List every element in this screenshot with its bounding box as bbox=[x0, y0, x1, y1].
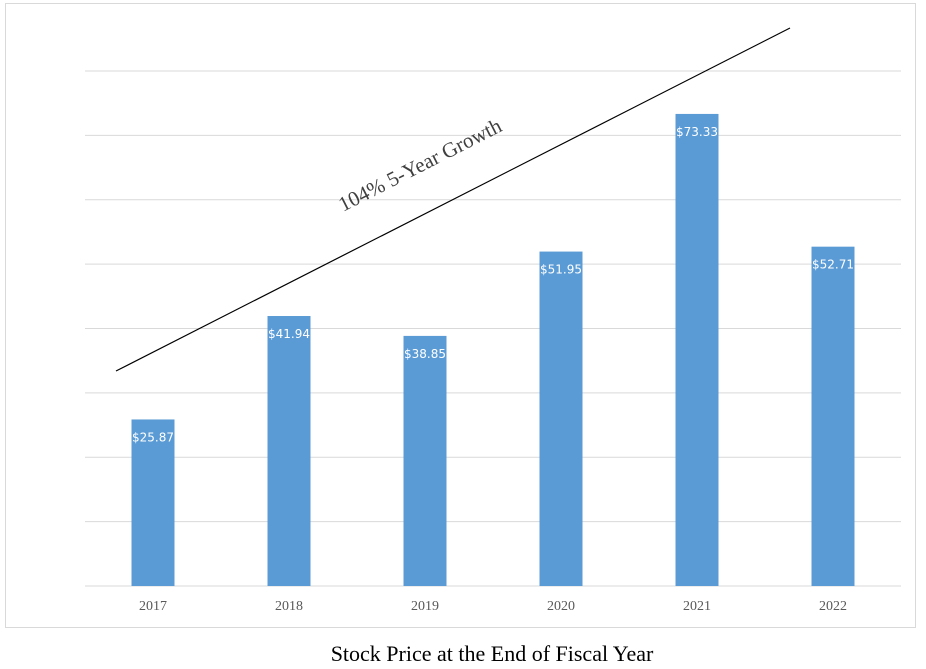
data-label-2017: $25.87 bbox=[132, 430, 174, 444]
x-tick-2022: 2022 bbox=[819, 599, 847, 614]
data-label-2019: $38.85 bbox=[404, 347, 446, 361]
x-tick-2020: 2020 bbox=[547, 599, 575, 614]
bar-2017 bbox=[131, 419, 175, 586]
x-tick-2021: 2021 bbox=[683, 599, 711, 614]
bar-2018 bbox=[267, 316, 311, 586]
x-axis-ticks: 2017 2018 2019 2020 2021 2022 bbox=[139, 599, 847, 614]
data-label-2020: $51.95 bbox=[540, 263, 582, 277]
growth-annotation: 104% 5-Year Growth bbox=[334, 113, 506, 216]
bar-2020 bbox=[539, 251, 583, 586]
x-tick-2017: 2017 bbox=[139, 599, 167, 614]
bar-2019 bbox=[403, 335, 447, 586]
data-label-2018: $41.94 bbox=[268, 327, 310, 341]
bar-2021 bbox=[675, 113, 719, 587]
bar-2022 bbox=[811, 246, 855, 586]
data-label-2022: $52.71 bbox=[812, 258, 854, 272]
chart-caption: Stock Price at the End of Fiscal Year bbox=[330, 641, 654, 666]
data-label-2021: $73.33 bbox=[676, 125, 718, 139]
x-tick-2019: 2019 bbox=[411, 599, 439, 614]
bar-series: $25.87 $41.94 $38.85 $51.95 $73.33 $52.71 bbox=[131, 113, 855, 587]
y-gridlines bbox=[85, 70, 901, 587]
growth-trend-line bbox=[115, 27, 791, 372]
x-tick-2018: 2018 bbox=[275, 599, 303, 614]
